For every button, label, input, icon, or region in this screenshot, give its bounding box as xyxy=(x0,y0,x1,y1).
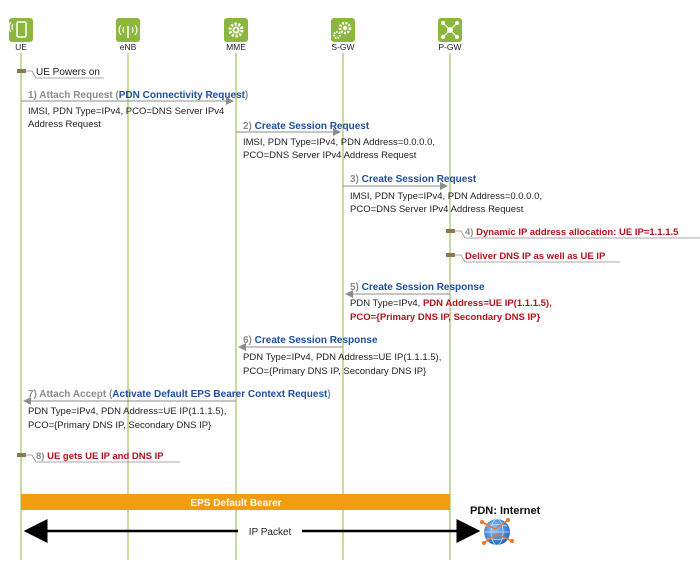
sgw-box xyxy=(331,18,355,42)
message-8-ue-gets-ip: 8) UE gets UE IP and DNS IP xyxy=(17,451,180,463)
message-label: 3) Create Session Request xyxy=(350,174,477,185)
message-params: Address Request xyxy=(28,119,101,130)
self-action-marker xyxy=(446,253,455,257)
message-label: 5) Create Session Response xyxy=(350,282,485,293)
message-deliver-dns-ip: Deliver DNS IP as well as UE IP xyxy=(446,251,620,263)
message-label: Deliver DNS IP as well as UE IP xyxy=(465,251,606,262)
gear-icon xyxy=(228,22,244,38)
message-ue-powers-on: UE Powers on xyxy=(17,67,104,79)
callout-line xyxy=(26,70,104,79)
ip-packet-label: IP Packet xyxy=(249,527,292,538)
message-params: PCO={Primary DNS IP, Secondary DNS IP} xyxy=(350,312,540,323)
callout-line xyxy=(26,454,180,463)
entity-row: UE eNB MME xyxy=(8,18,462,560)
message-params: PCO=DNS Server IPv4 Address Request xyxy=(243,150,417,161)
message-2-create-session-request: 2) Create Session Request IMSI, PDN Type… xyxy=(236,121,435,161)
entity-pgw[interactable]: P-GW xyxy=(438,18,462,560)
entity-label-pgw: P-GW xyxy=(438,42,461,52)
message-params: PCO=DNS Server IPv4 Address Request xyxy=(350,204,524,215)
phone-icon xyxy=(8,21,27,38)
globe-icon xyxy=(480,518,514,546)
message-label: UE Powers on xyxy=(36,67,100,78)
bearer-bar xyxy=(21,494,450,510)
entity-enb[interactable]: eNB xyxy=(116,18,140,560)
message-6-create-session-response: 6) Create Session Response PDN Type=IPv4… xyxy=(238,335,441,377)
self-action-marker xyxy=(17,453,26,457)
message-params: PDN Type=IPv4, PDN Address=UE IP(1.1.1.5… xyxy=(243,352,441,363)
entity-label-mme: MME xyxy=(226,42,246,52)
message-4-ip-allocation: 4) Dynamic IP address allocation: UE IP=… xyxy=(446,227,700,239)
entity-label-enb: eNB xyxy=(120,42,137,52)
callout-line xyxy=(455,230,700,239)
pdn-label: PDN: Internet xyxy=(470,505,541,517)
self-action-marker xyxy=(17,69,26,73)
message-5-create-session-response: 5) Create Session Response PDN Type=IPv4… xyxy=(345,282,552,323)
message-1-attach-request: 1) Attach Request (PDN Connectivity Requ… xyxy=(21,90,248,130)
entity-sgw[interactable]: S-GW xyxy=(331,18,355,560)
message-label: 8) UE gets UE IP and DNS IP xyxy=(36,451,164,462)
eps-default-bearer: EPS Default Bearer xyxy=(21,494,450,510)
message-params: PDN Type=IPv4, PDN Address=UE IP(1.1.1.5… xyxy=(350,298,552,309)
entity-mme[interactable]: MME xyxy=(224,18,248,560)
bearer-label: EPS Default Bearer xyxy=(190,498,281,509)
message-params: PCO={Primary DNS IP, Secondary DNS IP} xyxy=(243,366,426,377)
message-params: IMSI, PDN Type=IPv4, PDN Address=0.0.0.0… xyxy=(243,137,435,148)
message-label: 1) Attach Request (PDN Connectivity Requ… xyxy=(28,90,248,101)
message-7-attach-accept: 7) Attach Accept (Activate Default EPS B… xyxy=(23,389,331,431)
message-label: 2) Create Session Request xyxy=(243,121,370,132)
self-action-marker xyxy=(446,229,455,233)
ue-box xyxy=(9,18,33,42)
message-label: 7) Attach Accept (Activate Default EPS B… xyxy=(28,389,331,400)
entity-label-ue: UE xyxy=(15,42,27,52)
gear-pair-icon xyxy=(333,21,352,39)
callout-line xyxy=(455,254,620,263)
message-params: IMSI, PDN Type=IPv4, PDN Address=0.0.0.0… xyxy=(350,191,542,202)
message-params: PCO={Primary DNS IP, Secondary DNS IP} xyxy=(28,420,211,431)
entity-label-sgw: S-GW xyxy=(331,42,354,52)
antenna-icon xyxy=(118,24,138,38)
message-label: 6) Create Session Response xyxy=(243,335,378,346)
ip-packet-flow: IP Packet xyxy=(23,519,481,543)
message-label: 4) Dynamic IP address allocation: UE IP=… xyxy=(465,227,679,238)
message-params: IMSI, PDN Type=IPv4, PCO=DNS Server IPv4 xyxy=(28,106,224,117)
message-params: PDN Type=IPv4, PDN Address=UE IP(1.1.1.5… xyxy=(28,406,226,417)
message-3-create-session-request: 3) Create Session Request IMSI, PDN Type… xyxy=(343,174,542,215)
entity-ue[interactable]: UE xyxy=(8,18,33,560)
network-node-icon xyxy=(441,21,459,39)
